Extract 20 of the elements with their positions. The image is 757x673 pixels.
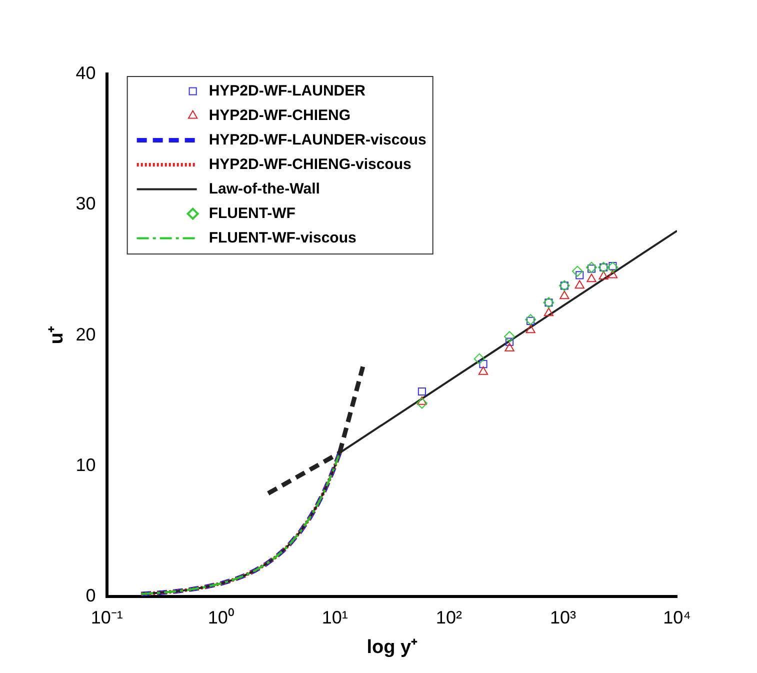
legend-label: HYP2D-WF-LAUNDER-viscous: [208, 131, 426, 148]
x-tick-label: 10³: [550, 607, 576, 628]
x-tick-label: 10⁴: [663, 607, 691, 628]
legend-label: HYP2D-WF-CHIENG: [208, 106, 350, 124]
x-axis-title: log y⁺: [366, 636, 418, 658]
y-tick-label: 0: [86, 586, 96, 606]
legend-label: HYP2D-WF-CHIENG-viscous: [208, 156, 412, 173]
legend-label: Law-of-the-Wall: [208, 180, 320, 198]
y-tick-label: 40: [76, 62, 96, 83]
legend-label: FLUENT-WF-viscous: [208, 229, 356, 246]
x-tick-label: 10⁻¹: [90, 607, 123, 628]
y-tick-label: 20: [76, 324, 96, 344]
legend-label: FLUENT-WF: [208, 204, 296, 222]
x-tick-label: 10²: [436, 607, 462, 628]
legend-label: HYP2D-WF-LAUNDER: [208, 82, 366, 100]
x-tick-label: 10⁰: [208, 607, 234, 628]
y-tick-label: 10: [76, 454, 96, 475]
x-tick-label: 10¹: [322, 607, 348, 628]
y-axis-title: u⁺: [46, 326, 68, 344]
y-tick-label: 30: [76, 194, 96, 214]
